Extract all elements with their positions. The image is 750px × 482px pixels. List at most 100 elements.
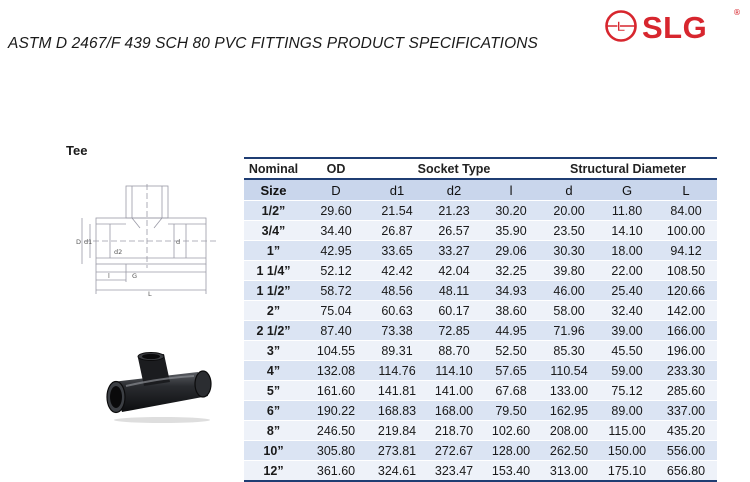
cell-bore-d: 58.00	[539, 300, 600, 321]
cell-size: 1 1/4”	[244, 260, 303, 281]
column-header-row: Size D d1 d2 l d G L	[244, 179, 718, 201]
table-row: 2 1/2” 87.40 73.38 72.85 44.95 71.96 39.00 166.…	[244, 320, 718, 341]
cell-socket-l: 38.60	[483, 300, 540, 321]
cell-od-d: 190.22	[303, 400, 369, 421]
table-row: 6” 190.22 168.83 168.00 79.50 162.95 89.00 337.…	[244, 400, 718, 421]
cell-g: 25.40	[599, 280, 656, 301]
drawing-label-l: l	[108, 272, 110, 280]
cell-size: 3/4”	[244, 220, 303, 241]
table-row: 1/2” 29.60 21.54 21.23 30.20 20.00 11.80 84.00	[244, 200, 718, 221]
cell-socket-l: 29.06	[483, 240, 540, 261]
drawing-label-d-outer: D	[76, 238, 81, 246]
tee-product-photo	[100, 352, 224, 424]
cell-od-d: 361.60	[303, 460, 369, 482]
cell-length-l: 100.00	[655, 220, 718, 241]
cell-d2: 42.04	[425, 260, 483, 281]
cell-d1: 33.65	[369, 240, 425, 261]
cell-od-d: 87.40	[303, 320, 369, 341]
logo-text: SLG	[642, 10, 707, 45]
cell-od-d: 104.55	[303, 340, 369, 361]
group-header-nominal: Nominal	[244, 157, 303, 180]
cell-od-d: 132.08	[303, 360, 369, 381]
cell-g: 11.80	[599, 200, 656, 221]
cell-g: 45.50	[599, 340, 656, 361]
column-header-od-d: D	[303, 179, 369, 201]
cell-bore-d: 71.96	[539, 320, 600, 341]
cell-d2: 114.10	[425, 360, 483, 381]
cell-bore-d: 20.00	[539, 200, 600, 221]
table-row: 3” 104.55 89.31 88.70 52.50 85.30 45.50 196.00	[244, 340, 718, 361]
cell-g: 39.00	[599, 320, 656, 341]
cell-length-l: 337.00	[655, 400, 718, 421]
cell-d1: 48.56	[369, 280, 425, 301]
cell-size: 2 1/2”	[244, 320, 303, 341]
cell-bore-d: 23.50	[539, 220, 600, 241]
cell-od-d: 58.72	[303, 280, 369, 301]
cell-length-l: 120.66	[655, 280, 718, 301]
cell-od-d: 75.04	[303, 300, 369, 321]
cell-size: 12”	[244, 460, 303, 482]
column-header-bore-d: d	[539, 179, 600, 201]
cell-length-l: 285.60	[655, 380, 718, 401]
logo-registered: ®	[733, 8, 741, 17]
cell-d2: 168.00	[425, 400, 483, 421]
cell-length-l: 656.80	[655, 460, 718, 482]
cell-d1: 219.84	[369, 420, 425, 441]
cell-d2: 218.70	[425, 420, 483, 441]
cell-d1: 141.81	[369, 380, 425, 401]
cell-d2: 72.85	[425, 320, 483, 341]
cell-d2: 26.57	[425, 220, 483, 241]
tee-spec-table: Nominal OD Socket Type Structural Diamet…	[244, 157, 718, 482]
cell-d1: 42.42	[369, 260, 425, 281]
column-header-size: Size	[244, 179, 303, 201]
cell-d1: 273.81	[369, 440, 425, 461]
drawing-label-d2: d2	[114, 248, 122, 256]
cell-g: 18.00	[599, 240, 656, 261]
cell-bore-d: 262.50	[539, 440, 600, 461]
cell-length-l: 108.50	[655, 260, 718, 281]
cell-socket-l: 44.95	[483, 320, 540, 341]
cell-socket-l: 79.50	[483, 400, 540, 421]
cell-d1: 168.83	[369, 400, 425, 421]
cell-od-d: 42.95	[303, 240, 369, 261]
cell-od-d: 246.50	[303, 420, 369, 441]
cell-size: 1”	[244, 240, 303, 261]
table-row: 12” 361.60 324.61 323.47 153.40 313.00 175.10 6…	[244, 460, 718, 482]
cell-socket-l: 102.60	[483, 420, 540, 441]
cell-od-d: 29.60	[303, 200, 369, 221]
cell-od-d: 161.60	[303, 380, 369, 401]
table-row: 3/4” 34.40 26.87 26.57 35.90 23.50 14.10 100.00	[244, 220, 718, 241]
cell-d2: 141.00	[425, 380, 483, 401]
cell-length-l: 556.00	[655, 440, 718, 461]
cell-size: 5”	[244, 380, 303, 401]
cell-bore-d: 30.30	[539, 240, 600, 261]
table-row: 1” 42.95 33.65 33.27 29.06 30.30 18.00 94.12	[244, 240, 718, 261]
table-row: 2” 75.04 60.63 60.17 38.60 58.00 32.40 142.00	[244, 300, 718, 321]
cell-size: 6”	[244, 400, 303, 421]
cell-d1: 73.38	[369, 320, 425, 341]
cell-g: 22.00	[599, 260, 656, 281]
cell-length-l: 142.00	[655, 300, 718, 321]
cell-bore-d: 39.80	[539, 260, 600, 281]
cell-g: 89.00	[599, 400, 656, 421]
cell-od-d: 305.80	[303, 440, 369, 461]
cell-od-d: 34.40	[303, 220, 369, 241]
group-header-socket-type: Socket Type	[369, 157, 540, 180]
cell-length-l: 94.12	[655, 240, 718, 261]
group-header-od: OD	[303, 157, 369, 180]
cell-socket-l: 52.50	[483, 340, 540, 361]
cell-socket-l: 34.93	[483, 280, 540, 301]
cell-length-l: 196.00	[655, 340, 718, 361]
cell-socket-l: 128.00	[483, 440, 540, 461]
cell-size: 2”	[244, 300, 303, 321]
cell-d2: 48.11	[425, 280, 483, 301]
table-row: 10” 305.80 273.81 272.67 128.00 262.50 150.00 5…	[244, 440, 718, 461]
cell-g: 175.10	[599, 460, 656, 482]
cell-size: 10”	[244, 440, 303, 461]
cell-d1: 89.31	[369, 340, 425, 361]
cell-socket-l: 32.25	[483, 260, 540, 281]
cell-size: 1/2”	[244, 200, 303, 221]
column-header-length-l: L	[655, 179, 718, 201]
cell-size: 8”	[244, 420, 303, 441]
column-header-socket-l: l	[483, 179, 540, 201]
